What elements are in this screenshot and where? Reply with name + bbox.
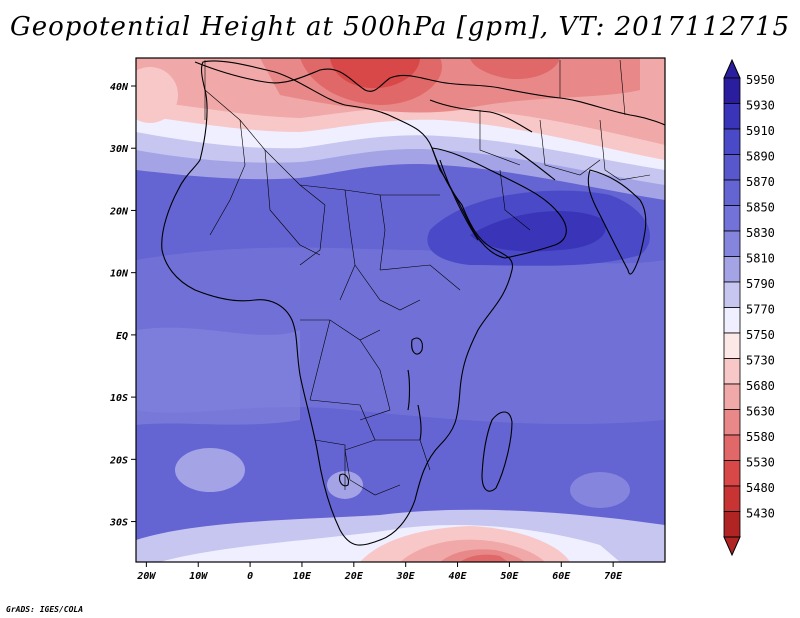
colorbar-swatch (723, 460, 741, 487)
colorbar-label: 5810 (746, 252, 775, 266)
lon-tick-label: 30E (396, 571, 416, 582)
colorbar-label: 5890 (746, 150, 775, 164)
colorbar-label: 5680 (746, 379, 775, 393)
lon-tick-label: 40E (449, 571, 468, 582)
longitude-axis: 20W 10W 0 10E 20E 30E 40E 50E 60E 70E (136, 562, 623, 582)
coastlines (161, 60, 665, 546)
colorbar-swatch (723, 230, 741, 257)
colorbar-swatch (723, 485, 741, 512)
colorbar-swatch (723, 179, 741, 206)
lon-tick-label: 60E (552, 571, 571, 582)
map-frame (135, 57, 666, 563)
lon-tick-label: 20W (136, 571, 156, 582)
colorbar-label: 5850 (746, 201, 775, 215)
lon-tick-label: 0 (247, 571, 253, 582)
lon-tick-label: 50E (500, 571, 519, 582)
lon-tick-label: 70E (604, 571, 623, 582)
latitude-axis: 40N 30N 20N 10N EQ 10S 20S 30S (109, 82, 136, 529)
colorbar-swatch (723, 383, 741, 410)
lon-tick-label: 10W (189, 571, 208, 582)
colorbar-swatch (723, 409, 741, 436)
chart-title: Geopotential Height at 500hPa [gpm], VT:… (9, 12, 791, 42)
colorbar-swatch (723, 128, 741, 155)
colorbar-label: 5580 (746, 430, 775, 444)
colorbar-bottom-arrow (723, 536, 741, 557)
lat-tick-label: 10N (110, 269, 129, 280)
lat-tick-label: 10S (110, 393, 128, 404)
colorbar-swatch (723, 281, 741, 308)
lon-tick-label: 10E (293, 571, 312, 582)
colorbar: 5950 5930 5910 5890 5870 5850 5830 5810 5790 5770… (723, 58, 775, 557)
lat-tick-label: 30N (109, 144, 129, 155)
colorbar-swatch (723, 77, 741, 104)
colorbar-swatch (723, 205, 741, 232)
colorbar-swatch (723, 103, 741, 130)
colorbar-label: 5630 (746, 405, 775, 419)
colorbar-label: 5770 (746, 303, 775, 317)
colorbar-label: 5430 (746, 507, 775, 521)
colorbar-swatch (723, 332, 741, 359)
shaded-height-field (136, 58, 665, 562)
colorbar-label: 5480 (746, 481, 775, 495)
colorbar-swatch (723, 434, 741, 461)
country-borders (204, 59, 651, 496)
colorbar-swatch (723, 358, 741, 385)
lat-tick-label: 20N (109, 206, 129, 217)
colorbar-swatch (723, 256, 741, 283)
colorbar-label: 5950 (746, 73, 775, 87)
lat-tick-label: 40N (110, 82, 129, 93)
colorbar-label: 5790 (746, 277, 775, 291)
colorbar-label: 5730 (746, 354, 775, 368)
colorbar-label: 5910 (746, 124, 775, 138)
colorbar-label: 5830 (746, 226, 775, 240)
colorbar-label: 5870 (746, 175, 775, 189)
colorbar-swatch (723, 307, 741, 334)
colorbar-top-arrow (723, 58, 741, 79)
lat-tick-label: 30S (109, 518, 128, 529)
lat-tick-label: EQ (116, 331, 128, 342)
colorbar-swatch (723, 154, 741, 181)
colorbar-label: 5530 (746, 456, 775, 470)
colorbar-swatch (723, 511, 741, 538)
colorbar-label: 5930 (746, 99, 775, 113)
credit-text: GrADS: IGES/COLA (6, 605, 84, 614)
colorbar-label: 5750 (746, 328, 775, 342)
lon-tick-label: 20E (344, 571, 364, 582)
lat-tick-label: 20S (109, 455, 128, 466)
